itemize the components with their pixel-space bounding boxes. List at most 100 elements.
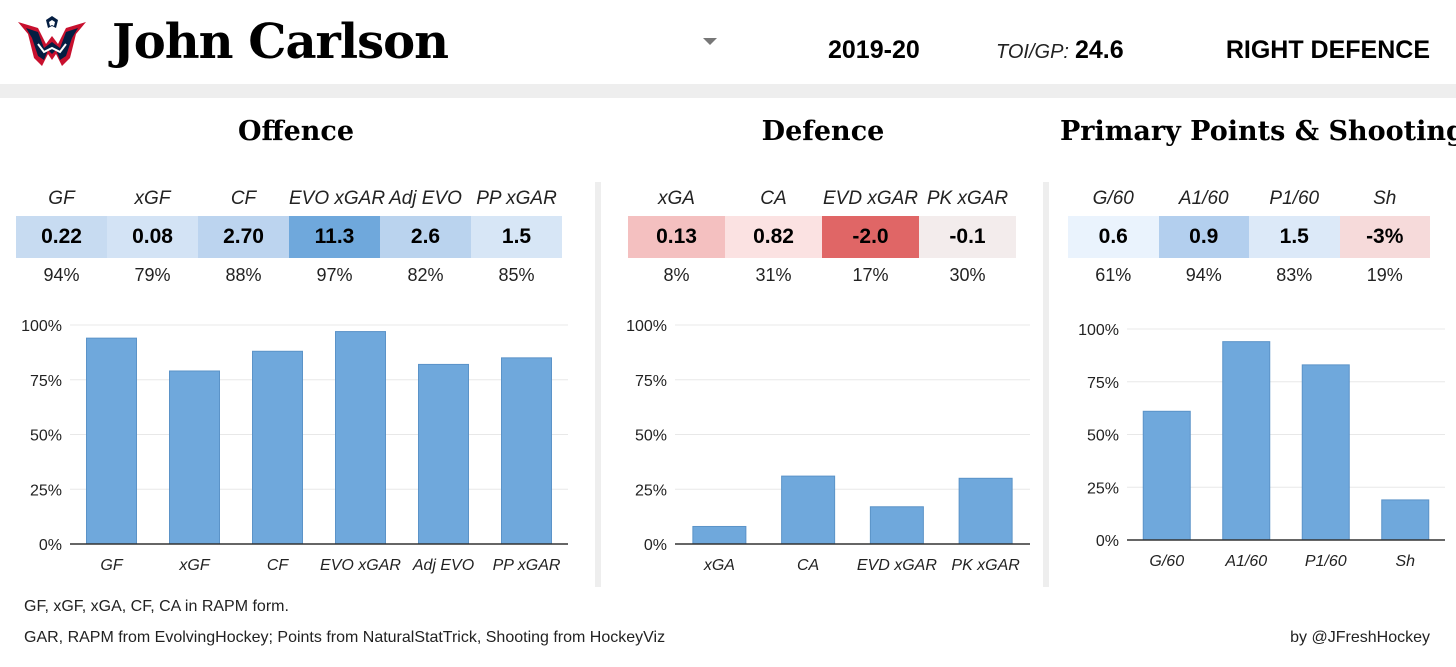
- stat-value: 11.3: [289, 216, 380, 258]
- caret-down-icon[interactable]: [703, 38, 717, 45]
- header-band: [0, 84, 1456, 98]
- stat-column: Sh -3% 19%: [1339, 186, 1430, 290]
- stat-column: P1/60 1.5 83%: [1249, 186, 1340, 290]
- stat-column: CF 2.70 88%: [198, 186, 289, 290]
- x-tick-label: Sh: [1395, 553, 1415, 570]
- stat-percentile: 88%: [225, 265, 262, 285]
- stat-column: PP xGAR 1.5 85%: [471, 186, 562, 290]
- stat-percentile: 83%: [1276, 265, 1313, 285]
- defence-stats: xGA 0.13 8% CA 0.82 31% EVD xGAR -2.0 17% PK xGAR…: [628, 186, 1016, 290]
- stat-label: EVO xGAR: [289, 188, 386, 209]
- bar: [1222, 341, 1271, 541]
- stat-column: Adj EVO 2.6 82%: [380, 186, 471, 290]
- bar: [86, 337, 137, 545]
- defence-percentile-chart: 0% 25% 50% 75% 100% xGA CA EVD xGAR PK xGAR: [626, 318, 1030, 574]
- bar: [501, 357, 552, 545]
- stat-value: -3%: [1339, 216, 1430, 258]
- bar: [335, 331, 386, 545]
- x-tick-label: PK xGAR: [951, 557, 1020, 574]
- x-tick-label: G/60: [1149, 553, 1184, 570]
- stat-percentile: 82%: [407, 265, 444, 285]
- y-tick-label: 25%: [30, 482, 62, 499]
- stat-label: G/60: [1092, 188, 1134, 209]
- bar: [692, 525, 747, 545]
- author-credit: by @JFreshHockey: [1290, 629, 1430, 646]
- stat-label: CA: [760, 188, 787, 209]
- section-title-offence: Offence: [237, 116, 355, 147]
- x-tick-label: xGF: [178, 557, 210, 574]
- stat-value: 2.70: [198, 216, 289, 258]
- primary-points-percentile-chart: 0% 25% 50% 75% 100% G/60 A1/60 P1/60 Sh: [1078, 322, 1445, 570]
- y-tick-label: 75%: [1087, 375, 1119, 392]
- offence-stats: GF 0.22 94% xGF 0.08 79% CF 2.70 88% EVO xGAR 11.3…: [16, 186, 562, 290]
- bar: [169, 370, 220, 545]
- stat-percentile: 17%: [852, 265, 889, 285]
- season: 2019-20: [828, 36, 920, 64]
- header: John Carlson 2019-20 TOI/GP: 24.6 RIGHT …: [0, 0, 1456, 84]
- stat-column: EVO xGAR 11.3 97%: [289, 186, 386, 290]
- offence-percentile-chart: 0% 25% 50% 75% 100% GF xGF CF EVO xGAR Adj EVO PP …: [21, 318, 568, 574]
- x-tick-label: P1/60: [1305, 553, 1347, 570]
- toi-label: TOI/GP:: [996, 41, 1069, 63]
- bar: [869, 506, 924, 545]
- section-divider: [1043, 182, 1049, 587]
- section-title-defence: Defence: [761, 116, 885, 147]
- stat-percentile: 94%: [1185, 265, 1222, 285]
- stat-label: CF: [230, 188, 257, 209]
- stat-value: 2.6: [380, 216, 471, 258]
- stat-label: xGA: [658, 188, 695, 209]
- section-title-primary-points: Primary Points & Shooting: [1060, 116, 1456, 147]
- stat-value: 1.5: [471, 216, 562, 258]
- stat-column: xGF 0.08 79%: [107, 186, 198, 290]
- stat-label: Adj EVO: [389, 188, 462, 209]
- stat-column: PK xGAR -0.1 30%: [919, 186, 1016, 290]
- washington-capitals-eagle-logo: [18, 16, 86, 66]
- stat-column: CA 0.82 31%: [725, 186, 822, 290]
- stat-column: EVD xGAR -2.0 17%: [822, 186, 919, 290]
- stat-value: 1.5: [1249, 216, 1340, 258]
- y-tick-label: 25%: [1087, 480, 1119, 497]
- stat-value: 0.13: [628, 216, 725, 258]
- x-tick-label: CF: [267, 557, 290, 574]
- y-tick-label: 0%: [1096, 533, 1119, 550]
- y-tick-label: 0%: [39, 537, 62, 554]
- stat-label: PP xGAR: [476, 188, 557, 209]
- stat-percentile: 30%: [949, 265, 986, 285]
- bar: [1142, 410, 1191, 541]
- stat-value: 0.22: [16, 216, 107, 258]
- x-tick-label: xGA: [703, 557, 735, 574]
- stat-column: A1/60 0.9 94%: [1158, 186, 1249, 290]
- section-divider: [595, 182, 601, 587]
- footnote-rapm: GF, xGF, xGA, CF, CA in RAPM form.: [24, 598, 289, 615]
- bar: [252, 350, 303, 545]
- stat-percentile: 97%: [316, 265, 353, 285]
- stat-percentile: 79%: [134, 265, 171, 285]
- y-tick-label: 25%: [635, 482, 667, 499]
- stat-column: G/60 0.6 61%: [1068, 186, 1159, 290]
- stat-label: Sh: [1373, 188, 1397, 209]
- y-tick-label: 100%: [21, 318, 62, 335]
- y-tick-label: 50%: [635, 428, 667, 445]
- stat-percentile: 8%: [663, 265, 690, 285]
- bar: [1301, 364, 1350, 541]
- stat-label: GF: [48, 188, 75, 209]
- y-tick-label: 100%: [626, 318, 667, 335]
- x-tick-label: A1/60: [1224, 553, 1267, 570]
- stat-label: P1/60: [1269, 188, 1320, 209]
- y-tick-label: 0%: [644, 537, 667, 554]
- x-tick-label: Adj EVO: [412, 557, 474, 574]
- stat-value: 0.9: [1158, 216, 1249, 258]
- footnote-sources: GAR, RAPM from EvolvingHockey; Points fr…: [24, 629, 666, 646]
- toi-value: 24.6: [1075, 36, 1124, 64]
- bar: [1381, 499, 1430, 541]
- y-tick-label: 75%: [635, 373, 667, 390]
- stat-value: -2.0: [822, 216, 919, 258]
- bar: [781, 475, 836, 545]
- stat-value: 0.82: [725, 216, 822, 258]
- primary-points-stats: G/60 0.6 61% A1/60 0.9 94% P1/60 1.5 83% Sh -3% 19%: [1068, 186, 1430, 290]
- y-tick-label: 50%: [1087, 428, 1119, 445]
- stat-label: PK xGAR: [926, 188, 1009, 209]
- bar: [418, 363, 469, 545]
- stat-label: xGF: [134, 188, 171, 209]
- stat-column: GF 0.22 94%: [16, 186, 107, 290]
